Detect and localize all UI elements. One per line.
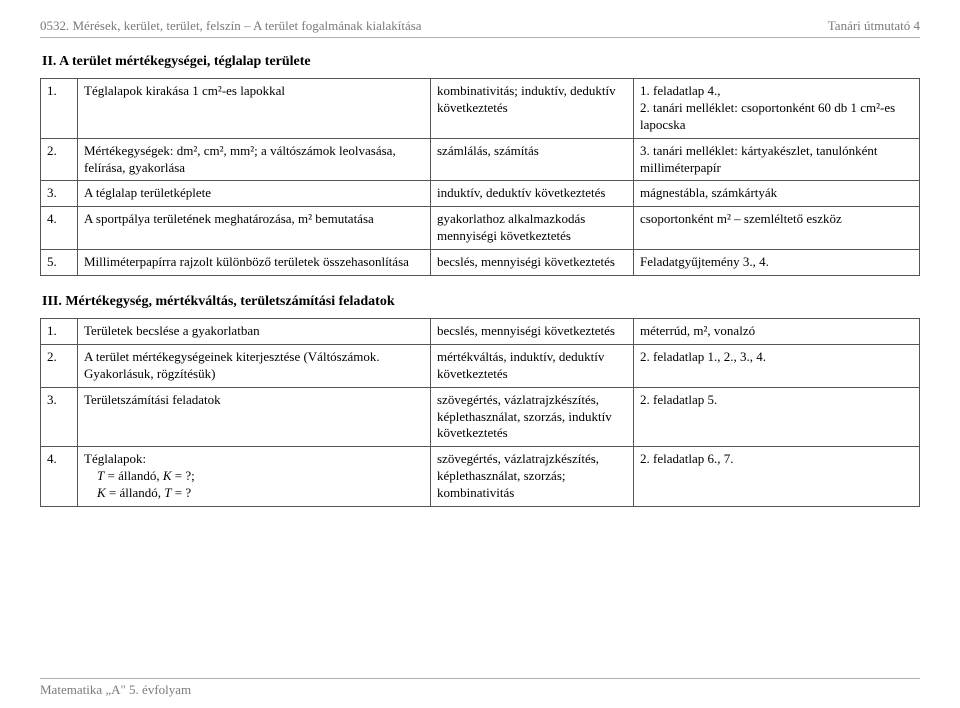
row-topic: Területek becslése a gyakorlatban <box>78 319 431 345</box>
main-content: II. A terület mértékegységei, téglalap t… <box>40 54 920 507</box>
table-row: 4.Téglalapok: T = állandó, K = ?; K = ál… <box>41 447 920 507</box>
row-aux: 1. feladatlap 4., 2. tanári melléklet: c… <box>634 79 920 139</box>
row-number: 1. <box>41 79 78 139</box>
section-ii-table: 1.Téglalapok kirakása 1 cm²-es lapokkalk… <box>40 78 920 276</box>
row-aux: 2. feladatlap 1., 2., 3., 4. <box>634 344 920 387</box>
row-number: 3. <box>41 181 78 207</box>
row-topic: Milliméterpapírra rajzolt különböző terü… <box>78 250 431 276</box>
table-row: 1.Téglalapok kirakása 1 cm²-es lapokkalk… <box>41 79 920 139</box>
row-aux: 2. feladatlap 5. <box>634 387 920 447</box>
table-row: 1.Területek becslése a gyakorlatbanbecsl… <box>41 319 920 345</box>
row-method: gyakorlathoz alkalmazkodás mennyiségi kö… <box>431 207 634 250</box>
row-topic: Területszámítási feladatok <box>78 387 431 447</box>
table-row: 2.Mértékegységek: dm², cm², mm²; a váltó… <box>41 138 920 181</box>
row-method: szövegértés, vázlatrajzkészítés, képleth… <box>431 387 634 447</box>
row-number: 5. <box>41 250 78 276</box>
row-method: becslés, mennyiségi következtetés <box>431 250 634 276</box>
header-left: 0532. Mérések, kerület, terület, felszín… <box>40 18 422 34</box>
table-row: 4.A sportpálya területének meghatározása… <box>41 207 920 250</box>
page-header: 0532. Mérések, kerület, terület, felszín… <box>40 18 920 38</box>
row-number: 1. <box>41 319 78 345</box>
row-aux: csoportonként m² – szemléltető eszköz <box>634 207 920 250</box>
row-number: 2. <box>41 138 78 181</box>
row-aux: Feladatgyűjtemény 3., 4. <box>634 250 920 276</box>
table-row: 3.Területszámítási feladatokszövegértés,… <box>41 387 920 447</box>
row-number: 2. <box>41 344 78 387</box>
table-row: 2.A terület mértékegységeinek kiterjeszt… <box>41 344 920 387</box>
row-method: becslés, mennyiségi következtetés <box>431 319 634 345</box>
row-number: 4. <box>41 207 78 250</box>
row-aux: mágnestábla, számkártyák <box>634 181 920 207</box>
row-topic: Mértékegységek: dm², cm², mm²; a váltósz… <box>78 138 431 181</box>
section-iii-title: III. Mértékegység, mértékváltás, terület… <box>42 294 920 310</box>
row-method: számlálás, számítás <box>431 138 634 181</box>
row-method: szövegértés, vázlatrajzkészítés, képleth… <box>431 447 634 507</box>
row-topic: A terület mértékegységeinek kiterjesztés… <box>78 344 431 387</box>
row-method: kombinativitás; induktív, deduktív követ… <box>431 79 634 139</box>
table-row: 3.A téglalap területképleteinduktív, ded… <box>41 181 920 207</box>
row-number: 3. <box>41 387 78 447</box>
table-row: 5.Milliméterpapírra rajzolt különböző te… <box>41 250 920 276</box>
row-aux: 3. tanári melléklet: kártyakészlet, tanu… <box>634 138 920 181</box>
row-number: 4. <box>41 447 78 507</box>
section-iii-table: 1.Területek becslése a gyakorlatbanbecsl… <box>40 318 920 507</box>
row-aux: 2. feladatlap 6., 7. <box>634 447 920 507</box>
header-right: Tanári útmutató 4 <box>828 18 920 34</box>
row-topic: Téglalapok kirakása 1 cm²-es lapokkal <box>78 79 431 139</box>
row-aux: méterrúd, m², vonalzó <box>634 319 920 345</box>
row-method: mértékváltás, induktív, deduktív követke… <box>431 344 634 387</box>
page-footer: Matematika „A" 5. évfolyam <box>40 678 920 698</box>
row-topic: Téglalapok: T = állandó, K = ?; K = álla… <box>78 447 431 507</box>
row-topic: A sportpálya területének meghatározása, … <box>78 207 431 250</box>
row-topic: A téglalap területképlete <box>78 181 431 207</box>
row-method: induktív, deduktív következtetés <box>431 181 634 207</box>
section-ii-title: II. A terület mértékegységei, téglalap t… <box>42 54 920 70</box>
